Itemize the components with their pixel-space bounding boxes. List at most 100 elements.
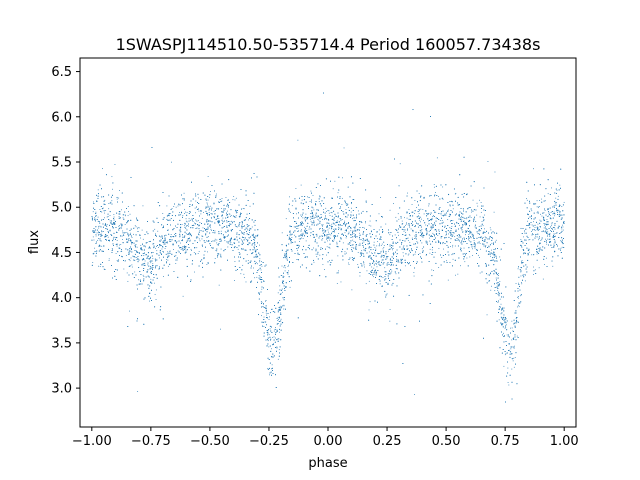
data-point — [385, 271, 387, 273]
data-point — [327, 234, 329, 235]
data-point — [399, 261, 401, 263]
data-point — [206, 202, 208, 204]
data-point — [243, 273, 245, 275]
data-point — [170, 241, 172, 242]
data-point — [254, 241, 256, 243]
data-point — [177, 205, 179, 207]
data-point — [326, 211, 328, 212]
data-point — [433, 270, 434, 271]
data-point — [97, 225, 99, 227]
data-point — [531, 231, 532, 232]
data-point — [457, 205, 459, 206]
data-point — [131, 264, 133, 266]
data-point — [301, 199, 303, 201]
data-point — [217, 208, 219, 210]
data-point — [162, 246, 164, 248]
data-point — [114, 164, 116, 165]
data-point — [145, 246, 146, 248]
data-point — [550, 241, 552, 243]
data-point — [474, 246, 476, 247]
data-point — [142, 238, 144, 240]
data-point — [442, 243, 444, 245]
data-point — [333, 228, 334, 230]
data-point — [499, 307, 501, 308]
data-point — [247, 219, 249, 221]
data-point — [289, 234, 291, 236]
data-point — [349, 242, 350, 243]
data-point — [370, 225, 372, 227]
data-point — [562, 224, 563, 226]
data-point — [150, 278, 152, 280]
data-point — [340, 281, 342, 283]
data-point — [149, 272, 151, 274]
data-point — [435, 192, 436, 193]
data-point — [482, 238, 483, 240]
data-point — [124, 223, 126, 225]
data-point — [218, 220, 220, 222]
data-point — [259, 261, 261, 263]
data-point — [246, 254, 248, 256]
data-point — [495, 277, 497, 279]
data-point — [385, 278, 387, 280]
data-point — [313, 220, 315, 222]
data-point — [551, 224, 552, 226]
data-point — [455, 221, 457, 223]
data-point — [418, 218, 420, 220]
data-point — [420, 224, 422, 226]
data-point — [261, 288, 263, 290]
data-point — [185, 220, 187, 222]
data-point — [559, 212, 561, 214]
data-point — [159, 235, 160, 237]
data-point — [242, 232, 244, 234]
data-point — [372, 262, 374, 264]
data-point — [254, 237, 256, 239]
data-point — [348, 233, 350, 234]
data-point — [544, 264, 545, 265]
data-point — [153, 243, 155, 244]
data-point — [166, 242, 168, 244]
data-point — [216, 244, 218, 246]
data-point — [421, 242, 423, 244]
data-point — [248, 244, 249, 246]
data-point — [400, 259, 402, 261]
data-point — [97, 216, 99, 218]
data-point — [146, 271, 148, 272]
data-point — [448, 233, 449, 235]
data-point — [206, 264, 208, 265]
data-point — [290, 211, 291, 213]
data-point — [118, 197, 120, 199]
data-point — [539, 219, 541, 221]
data-point — [291, 205, 293, 207]
data-point — [144, 263, 145, 265]
data-point — [405, 224, 406, 226]
data-point — [293, 226, 295, 228]
data-point — [540, 242, 541, 244]
data-point — [501, 324, 503, 326]
data-point — [297, 252, 299, 254]
data-point — [348, 231, 350, 233]
data-point — [505, 324, 507, 326]
data-point — [389, 320, 391, 322]
data-point — [269, 316, 270, 318]
data-point — [492, 254, 494, 255]
data-point — [266, 314, 268, 316]
data-point — [229, 213, 231, 215]
data-point — [538, 239, 539, 241]
data-point — [507, 367, 509, 369]
data-point — [263, 303, 264, 304]
data-point — [194, 222, 195, 224]
data-point — [535, 235, 536, 237]
data-point — [155, 247, 157, 249]
data-point — [245, 239, 247, 240]
data-point — [275, 327, 276, 328]
data-point — [518, 282, 519, 284]
data-point — [188, 225, 189, 227]
data-point — [507, 382, 509, 383]
data-point — [535, 233, 537, 235]
data-point — [351, 218, 353, 220]
data-point — [143, 276, 145, 277]
data-point — [350, 207, 352, 209]
data-point — [355, 217, 357, 219]
data-point — [180, 226, 182, 228]
data-point — [442, 222, 444, 224]
